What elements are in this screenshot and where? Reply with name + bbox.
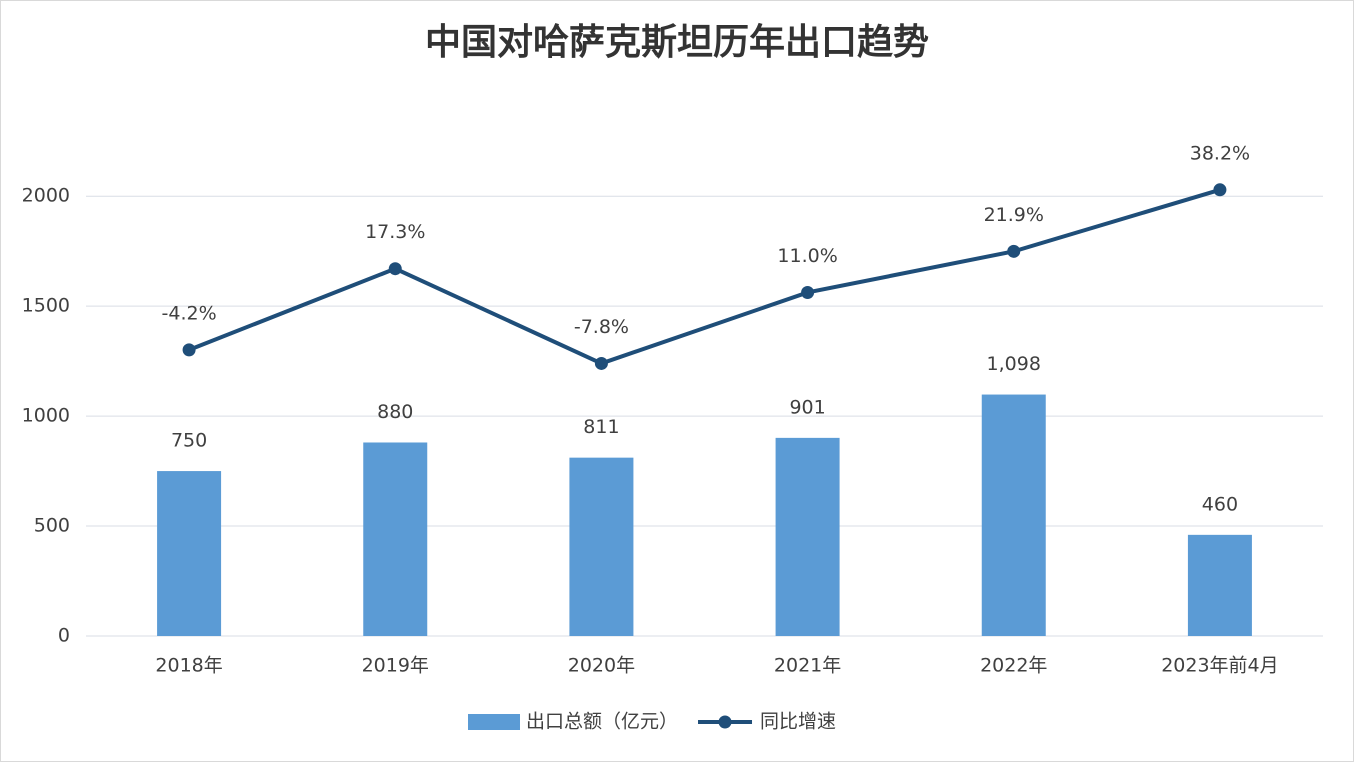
line-marker xyxy=(594,356,608,370)
line-marker xyxy=(801,285,815,299)
bar-value-label: 750 xyxy=(171,430,207,452)
line-value-label: -7.8% xyxy=(574,316,629,338)
x-tick-label: 2021年 xyxy=(774,655,841,677)
legend-swatch-marker xyxy=(718,715,732,729)
bar xyxy=(775,437,840,636)
x-tick-label: 2019年 xyxy=(362,655,429,677)
bar xyxy=(981,394,1046,636)
bar-value-label: 901 xyxy=(789,396,825,418)
x-tick-label: 2020年 xyxy=(568,655,635,677)
bar-value-label: 880 xyxy=(377,401,413,423)
y-tick-label: 2000 xyxy=(22,185,70,207)
y-tick-label: 500 xyxy=(34,515,70,537)
bar xyxy=(569,457,634,636)
line-value-label: 38.2% xyxy=(1190,142,1250,164)
line-marker xyxy=(1007,244,1021,258)
legend-label: 同比增速 xyxy=(760,711,836,733)
legend-label: 出口总额（亿元） xyxy=(526,711,678,733)
legend-swatch xyxy=(468,714,520,730)
line-marker xyxy=(1213,183,1227,197)
line-value-label: 21.9% xyxy=(984,204,1044,226)
line xyxy=(188,187,1221,366)
bar-value-label: 460 xyxy=(1202,493,1238,515)
chart-title: 中国对哈萨克斯坦历年出口趋势 xyxy=(425,21,929,63)
line-value-label: 11.0% xyxy=(777,245,837,267)
line-marker xyxy=(388,262,402,276)
y-tick-label: 1000 xyxy=(22,405,70,427)
bar xyxy=(363,442,428,636)
bar xyxy=(157,471,222,636)
line-marker xyxy=(182,343,196,357)
x-tick-label: 2023年前4月 xyxy=(1161,655,1278,677)
x-tick-label: 2018年 xyxy=(155,655,222,677)
bar-value-label: 811 xyxy=(583,416,619,438)
bar xyxy=(1187,534,1252,636)
y-tick-label: 1500 xyxy=(22,295,70,317)
bar-value-label: 1,098 xyxy=(987,353,1041,375)
y-tick-label: 0 xyxy=(58,625,70,647)
line-value-label: -4.2% xyxy=(162,302,217,324)
line-value-label: 17.3% xyxy=(365,221,425,243)
x-tick-label: 2022年 xyxy=(980,655,1047,677)
